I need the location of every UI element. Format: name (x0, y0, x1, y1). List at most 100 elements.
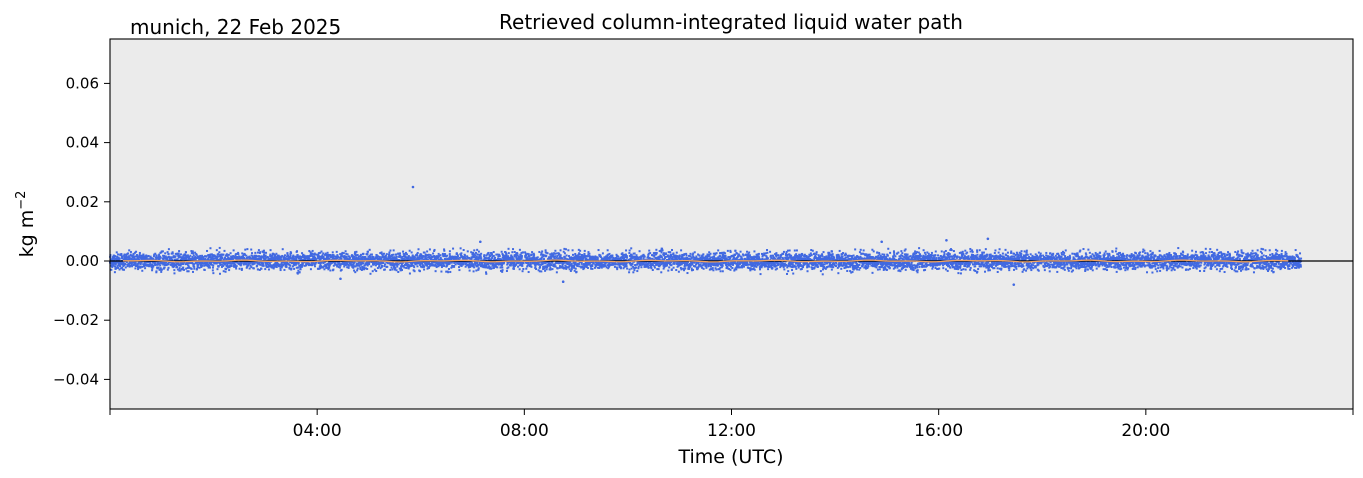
scatter-point (496, 253, 499, 256)
scatter-point (293, 267, 296, 270)
scatter-point (575, 270, 578, 273)
scatter-point (657, 260, 660, 263)
scatter-point (235, 267, 238, 270)
scatter-point (435, 266, 438, 269)
scatter-point (585, 257, 588, 260)
scatter-point (350, 261, 353, 264)
scatter-point (637, 258, 640, 261)
scatter-point (480, 257, 483, 260)
scatter-point (237, 253, 240, 256)
scatter-point (376, 267, 379, 270)
scatter-point (348, 256, 351, 259)
scatter-point (680, 263, 683, 266)
scatter-point (348, 255, 351, 258)
scatter-point (208, 264, 211, 267)
scatter-point (203, 264, 206, 267)
scatter-point (121, 256, 124, 259)
scatter-point (392, 257, 395, 260)
scatter-point (499, 269, 502, 272)
scatter-point (393, 265, 396, 268)
scatter-point (158, 253, 161, 256)
scatter-point (734, 267, 737, 270)
scatter-point (187, 270, 190, 273)
scatter-point (271, 256, 274, 259)
scatter-point (542, 267, 545, 270)
scatter-point (324, 252, 327, 255)
scatter-point (156, 256, 159, 259)
scatter-point (320, 261, 323, 264)
scatter-point (460, 252, 463, 255)
scatter-point (514, 254, 517, 257)
scatter-point (147, 254, 150, 257)
scatter-point (280, 262, 283, 265)
scatter-point (171, 258, 174, 261)
scatter-point (646, 262, 649, 265)
scatter-point (117, 257, 120, 260)
scatter-point (721, 251, 724, 254)
scatter-point (289, 254, 292, 257)
scatter-point (498, 258, 501, 261)
scatter-point (462, 249, 465, 252)
scatter-point (445, 264, 448, 267)
scatter-point (668, 266, 671, 269)
scatter-point (521, 251, 524, 254)
scatter-point (134, 261, 137, 264)
scatter-point (544, 269, 547, 272)
scatter-point (362, 252, 365, 255)
scatter-point (344, 262, 347, 265)
scatter-point (123, 264, 126, 267)
scatter-point (336, 255, 339, 258)
scatter-point (719, 257, 722, 260)
scatter-point (501, 256, 504, 259)
scatter-point (642, 261, 644, 264)
scatter-point (479, 263, 482, 266)
scatter-point (137, 262, 140, 265)
scatter-point (625, 249, 628, 252)
scatter-point (423, 265, 426, 268)
scatter-point (337, 263, 340, 266)
scatter-point (161, 257, 164, 260)
scatter-point (381, 254, 384, 257)
scatter-point (406, 258, 409, 261)
scatter-point (476, 248, 479, 251)
scatter-point (275, 266, 278, 268)
scatter-point (240, 261, 243, 264)
scatter-point (460, 254, 463, 257)
scatter-point (426, 254, 429, 257)
scatter-point (148, 265, 151, 268)
scatter-point (268, 257, 271, 260)
scatter-point (695, 263, 698, 266)
scatter-point (485, 272, 488, 275)
scatter-point (315, 261, 318, 264)
scatter-point (721, 264, 724, 267)
scatter-point (269, 264, 272, 267)
scatter-point (767, 268, 770, 271)
scatter-point (424, 256, 427, 259)
scatter-point (368, 248, 371, 251)
scatter-point (294, 255, 297, 258)
scatter-point (516, 254, 519, 257)
scatter-point (529, 257, 532, 260)
scatter-point (652, 261, 655, 264)
scatter-point (477, 268, 480, 271)
scatter-point (132, 263, 135, 266)
scatter-point (435, 257, 438, 260)
scatter-point (384, 263, 387, 266)
scatter-point (394, 267, 397, 270)
scatter-point (200, 258, 203, 261)
scatter-point (341, 255, 344, 258)
scatter-point (749, 269, 752, 272)
scatter-point (344, 258, 347, 261)
scatter-point (328, 263, 331, 266)
scatter-point (137, 266, 140, 269)
scatter-point (285, 257, 288, 260)
scatter-point (270, 256, 273, 259)
scatter-point (607, 253, 610, 256)
scatter-point (573, 265, 576, 268)
scatter-point (244, 253, 246, 256)
scatter-point (759, 258, 762, 261)
scatter-point (331, 251, 334, 254)
scatter-point (217, 259, 220, 261)
scatter-point (212, 264, 215, 267)
scatter-point (397, 263, 400, 266)
